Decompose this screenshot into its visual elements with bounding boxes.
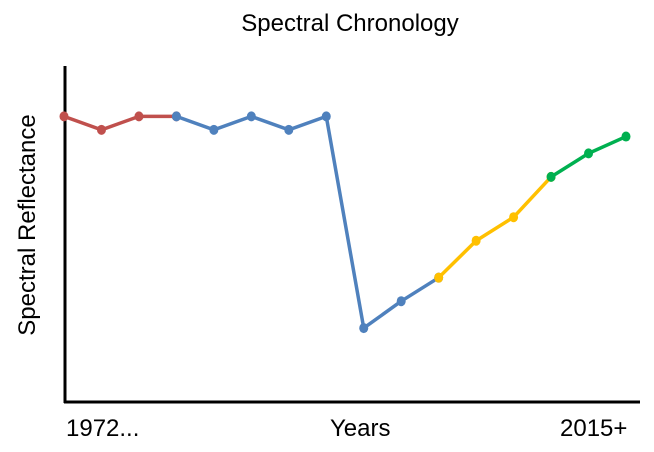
data-point-s3-3 [509, 212, 519, 223]
series-line-2 [175, 114, 440, 330]
series-layer [59, 111, 631, 334]
data-point-s2-1 [171, 111, 181, 122]
data-point-s2-6 [359, 323, 369, 334]
data-point-s2-4 [284, 124, 294, 135]
data-point-s1-1 [59, 111, 69, 122]
data-point-s1-3 [134, 111, 144, 122]
x-tick-label-start: 1972... [66, 415, 140, 442]
series-line-1 [63, 114, 177, 132]
x-axis-label: Years [330, 415, 391, 442]
data-point-s3-1 [434, 272, 444, 283]
data-point-s4-3 [621, 131, 631, 142]
data-point-s3-2 [471, 235, 481, 246]
data-point-s2-2 [209, 124, 219, 135]
data-point-s4-2 [584, 148, 594, 159]
data-point-s1-2 [96, 124, 106, 135]
chart-title: Spectral Chronology [241, 10, 459, 37]
x-tick-label-end: 2015+ [560, 415, 628, 442]
data-point-s2-3 [246, 111, 256, 122]
series-line-3 [437, 175, 553, 279]
data-point-s4-1 [546, 171, 556, 182]
data-point-s2-7 [396, 296, 406, 307]
data-point-s2-5 [321, 111, 331, 122]
